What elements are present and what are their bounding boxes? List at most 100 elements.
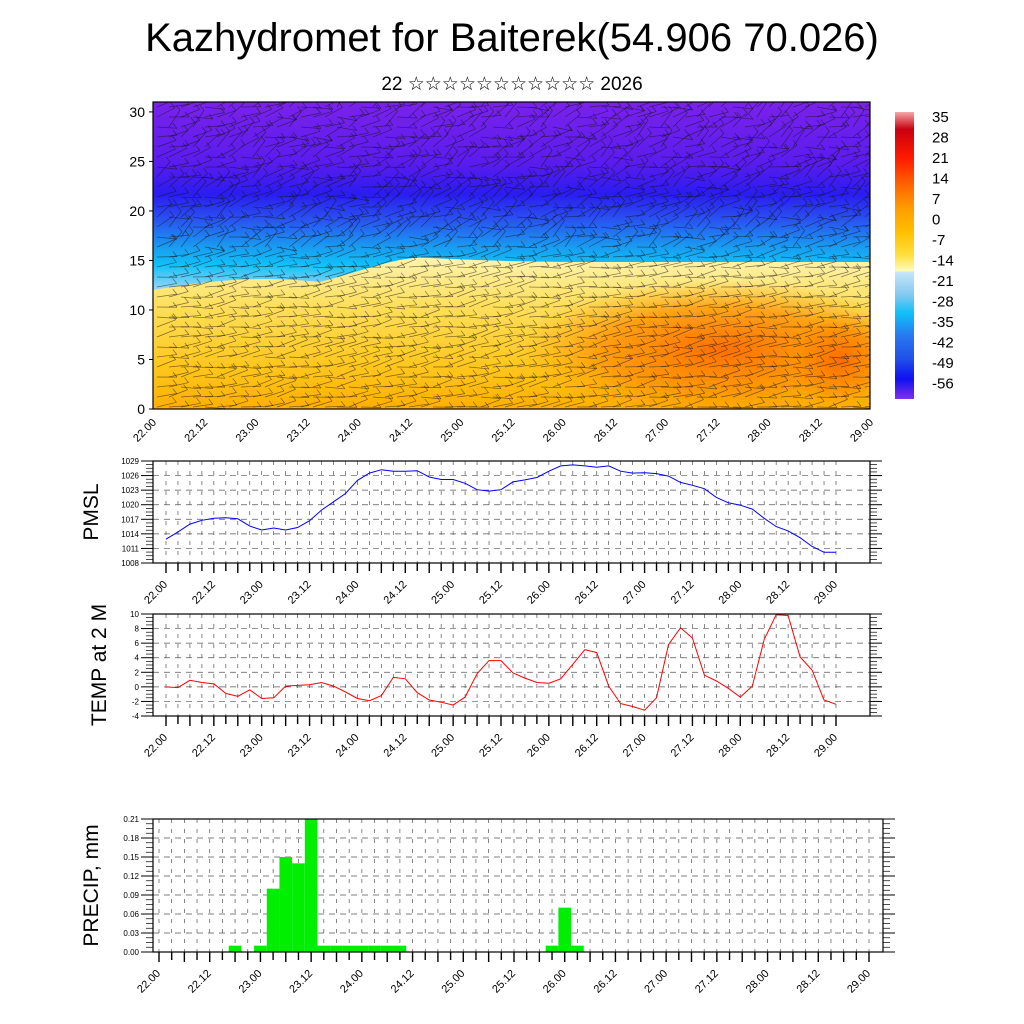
wind-barb	[168, 272, 189, 278]
wind-barb	[696, 261, 717, 268]
wind-barb-flag	[587, 88, 591, 93]
wind-barb-flag	[470, 123, 476, 130]
wind-barb	[180, 283, 201, 288]
wind-barb-flag	[796, 390, 802, 396]
wind-barb	[360, 406, 382, 408]
wind-barb	[636, 102, 653, 108]
wind-barb	[192, 260, 213, 268]
chart-title: Kazhydromet for Baiterek(54.906 70.026)	[145, 16, 879, 60]
wind-barb-flag	[316, 103, 322, 109]
wind-barb-flag	[386, 103, 392, 109]
wind-barb-flag	[686, 103, 692, 109]
wind-barb-flag	[171, 135, 177, 141]
wind-barb	[264, 294, 285, 298]
wind-barb-flag	[724, 250, 730, 256]
wind-barb-flag	[796, 218, 801, 224]
wind-barb-flag	[220, 296, 225, 303]
wind-barb-flag	[483, 194, 488, 200]
wind-barb-flag	[241, 190, 246, 197]
wind-barb	[864, 395, 870, 398]
wind-barb-flag	[184, 213, 190, 220]
wind-barb-flag	[580, 203, 586, 209]
wind-barb	[240, 336, 261, 339]
wind-barb	[348, 390, 369, 398]
wind-barb-flag	[405, 216, 411, 223]
wind-barb-flag	[568, 256, 573, 263]
wind-barb-flag	[420, 129, 425, 135]
wind-barb-flag	[652, 95, 656, 100]
wind-barb	[252, 249, 272, 258]
wind-barb-flag	[742, 107, 748, 113]
wind-barb	[204, 289, 224, 298]
wind-barb-flag	[820, 376, 825, 383]
wind-barb	[528, 106, 549, 112]
wind-barb	[168, 216, 189, 220]
wind-barb-flag	[655, 215, 661, 221]
wind-barb-flag	[601, 121, 607, 127]
wind-barb	[480, 264, 501, 268]
x-tick-label: 25.00	[429, 732, 457, 760]
wind-barb	[696, 102, 710, 108]
wind-barb-flag	[256, 380, 262, 387]
wind-barb-flag	[496, 266, 501, 273]
x-tick-label: 28.12	[797, 417, 825, 445]
wind-barb-flag	[237, 126, 243, 133]
wind-barb-flag	[746, 143, 752, 149]
wind-barb	[528, 363, 549, 368]
wind-barb-flag	[820, 267, 825, 274]
wind-barb	[792, 230, 805, 248]
wind-barb	[648, 230, 662, 248]
wind-barb-flag	[808, 96, 812, 101]
wind-barb	[744, 386, 765, 390]
wind-barb-flag	[204, 229, 210, 236]
wind-barb-flag	[352, 391, 358, 397]
wind-barb	[456, 216, 475, 228]
wind-barb	[684, 251, 705, 258]
wind-barb	[552, 102, 558, 108]
wind-barb-flag	[267, 185, 273, 192]
wind-barb	[192, 173, 208, 188]
wind-barb-flag	[496, 317, 501, 324]
wind-barb-flag	[616, 400, 622, 407]
wind-barb	[432, 394, 453, 398]
wind-barb	[384, 103, 405, 108]
wind-barb-flag	[796, 253, 802, 260]
wind-barb-flag	[195, 145, 201, 151]
wind-barb	[684, 360, 705, 368]
wind-barb	[324, 294, 345, 298]
wind-barb-flag	[327, 185, 333, 191]
wind-barb-flag	[844, 120, 850, 126]
wind-barb	[348, 163, 369, 168]
wind-barb-flag	[772, 392, 778, 399]
wind-barb-flag	[836, 165, 842, 172]
wind-barb-flag	[469, 171, 475, 177]
wind-barb	[180, 204, 201, 208]
wind-barb-flag	[688, 257, 693, 264]
wind-barb	[216, 290, 237, 298]
wind-barb-flag	[188, 225, 194, 232]
wind-barb	[576, 336, 597, 340]
wind-barb-flag	[616, 282, 622, 288]
wind-barb	[720, 293, 741, 298]
wind-barb-flag	[784, 400, 790, 406]
wind-barb	[504, 186, 525, 190]
wind-barb-flag	[364, 278, 369, 284]
wind-barb	[180, 212, 195, 228]
wind-barb	[528, 174, 549, 178]
wind-barb-flag	[844, 266, 849, 273]
wind-barb-flag	[712, 402, 718, 408]
wind-barb	[600, 105, 622, 108]
wind-barb	[480, 362, 501, 368]
wind-barb	[648, 262, 669, 268]
wind-barb-flag	[736, 189, 742, 196]
wind-barb	[192, 110, 205, 128]
wind-barb-flag	[235, 175, 241, 181]
y-tick-label: 10	[129, 302, 145, 318]
wind-barb-flag	[844, 381, 850, 387]
wind-barb	[156, 102, 171, 108]
wind-barb-flag	[424, 312, 430, 318]
wind-barb-flag	[840, 140, 846, 146]
wind-barb	[300, 290, 321, 298]
wind-barb-flag	[652, 278, 657, 284]
wind-barb-flag	[292, 259, 298, 265]
